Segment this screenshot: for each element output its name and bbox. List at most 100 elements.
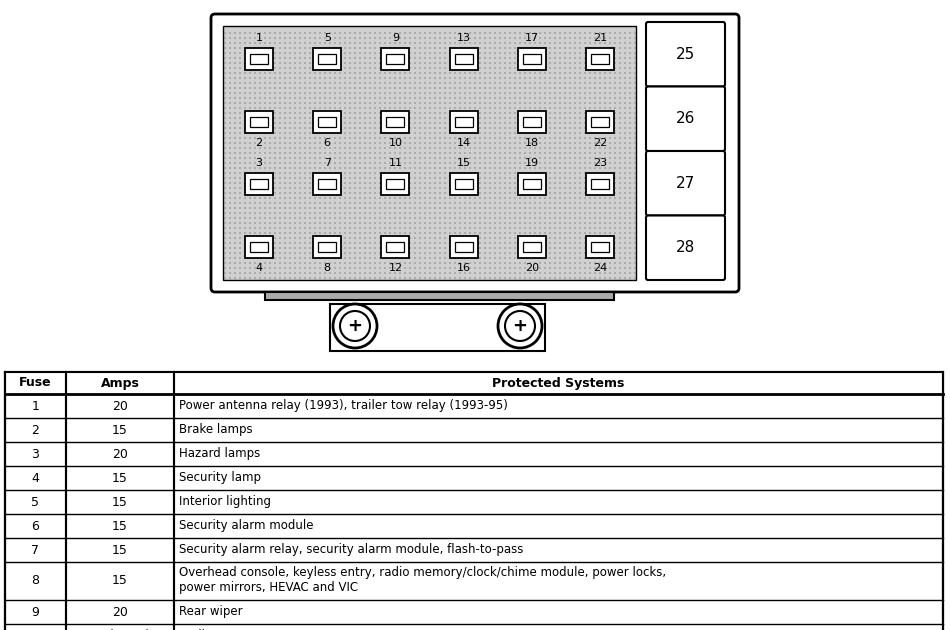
Circle shape: [264, 152, 266, 154]
Circle shape: [529, 32, 531, 34]
Circle shape: [474, 102, 476, 104]
Circle shape: [244, 132, 246, 134]
Circle shape: [294, 177, 295, 179]
Bar: [245, 173, 273, 195]
Circle shape: [425, 197, 426, 199]
Circle shape: [635, 62, 636, 64]
Circle shape: [394, 72, 396, 74]
Circle shape: [504, 142, 505, 144]
Circle shape: [324, 222, 326, 224]
Circle shape: [540, 42, 541, 44]
Circle shape: [494, 37, 496, 39]
Circle shape: [540, 52, 541, 54]
Circle shape: [520, 107, 521, 109]
Circle shape: [449, 142, 451, 144]
Circle shape: [524, 252, 525, 254]
Circle shape: [474, 272, 476, 274]
Circle shape: [309, 207, 311, 209]
Circle shape: [319, 187, 321, 189]
Circle shape: [374, 158, 376, 159]
Circle shape: [615, 222, 616, 224]
Circle shape: [615, 97, 616, 99]
Circle shape: [324, 277, 326, 279]
Circle shape: [619, 217, 620, 219]
Circle shape: [465, 67, 466, 69]
Circle shape: [399, 77, 401, 79]
Circle shape: [569, 97, 571, 99]
Circle shape: [629, 57, 631, 59]
Circle shape: [359, 97, 361, 99]
Circle shape: [309, 67, 311, 69]
Circle shape: [359, 222, 361, 224]
Circle shape: [589, 47, 591, 49]
Circle shape: [454, 222, 456, 224]
Circle shape: [604, 242, 606, 244]
Circle shape: [359, 52, 361, 54]
Circle shape: [459, 187, 461, 189]
Circle shape: [599, 262, 600, 264]
Circle shape: [409, 222, 410, 224]
Circle shape: [449, 92, 451, 94]
Circle shape: [344, 142, 346, 144]
Circle shape: [509, 127, 511, 129]
Circle shape: [334, 242, 335, 244]
Circle shape: [459, 162, 461, 164]
Circle shape: [304, 72, 306, 74]
Circle shape: [339, 232, 341, 234]
Circle shape: [394, 172, 396, 174]
Circle shape: [235, 192, 236, 194]
Circle shape: [264, 112, 266, 114]
Circle shape: [255, 177, 256, 179]
Circle shape: [554, 267, 556, 269]
Circle shape: [334, 132, 335, 134]
Text: 12: 12: [389, 263, 403, 273]
Circle shape: [574, 57, 576, 59]
Circle shape: [554, 272, 556, 274]
Circle shape: [474, 77, 476, 79]
Circle shape: [294, 238, 295, 239]
Circle shape: [374, 152, 376, 154]
Circle shape: [255, 77, 256, 79]
Circle shape: [564, 47, 566, 49]
Circle shape: [445, 192, 446, 194]
Circle shape: [594, 42, 596, 44]
Circle shape: [554, 207, 556, 209]
Circle shape: [540, 117, 541, 119]
Circle shape: [569, 207, 571, 209]
Circle shape: [384, 262, 386, 264]
Circle shape: [599, 147, 600, 149]
Circle shape: [334, 32, 335, 34]
Circle shape: [504, 232, 505, 234]
Circle shape: [459, 77, 461, 79]
Circle shape: [264, 172, 266, 174]
Circle shape: [584, 192, 586, 194]
Circle shape: [594, 267, 596, 269]
Circle shape: [549, 212, 551, 214]
Circle shape: [434, 217, 436, 219]
Circle shape: [255, 107, 256, 109]
Circle shape: [564, 77, 566, 79]
Circle shape: [449, 212, 451, 214]
Circle shape: [544, 227, 546, 229]
Circle shape: [619, 202, 620, 203]
Circle shape: [384, 238, 386, 239]
Circle shape: [289, 272, 291, 274]
Circle shape: [474, 142, 476, 144]
Circle shape: [359, 82, 361, 84]
Circle shape: [344, 182, 346, 184]
Circle shape: [465, 232, 466, 234]
Circle shape: [629, 267, 631, 269]
Circle shape: [469, 232, 471, 234]
Circle shape: [629, 197, 631, 199]
Circle shape: [344, 158, 346, 159]
Circle shape: [434, 262, 436, 264]
Circle shape: [344, 117, 346, 119]
Circle shape: [520, 122, 521, 124]
Circle shape: [224, 32, 226, 34]
Circle shape: [354, 92, 356, 94]
Circle shape: [499, 47, 501, 49]
Circle shape: [264, 82, 266, 84]
Circle shape: [489, 107, 491, 109]
Text: 5: 5: [31, 496, 40, 508]
Circle shape: [619, 227, 620, 229]
